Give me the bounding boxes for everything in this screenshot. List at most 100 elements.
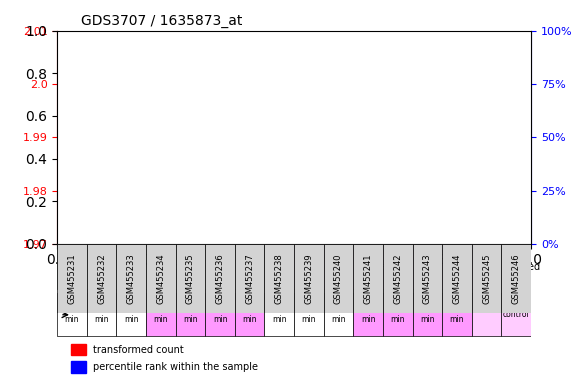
FancyBboxPatch shape — [324, 244, 353, 313]
FancyBboxPatch shape — [235, 244, 264, 313]
Bar — [124, 84, 139, 244]
Bar — [94, 121, 109, 244]
FancyBboxPatch shape — [501, 244, 531, 313]
FancyBboxPatch shape — [294, 244, 324, 313]
Text: humidified air: humidified air — [127, 262, 195, 272]
Text: GSM455237: GSM455237 — [245, 253, 254, 304]
Bar — [361, 238, 376, 244]
Bar — [183, 52, 198, 244]
FancyBboxPatch shape — [205, 244, 235, 313]
Bar — [71, 361, 86, 372]
Bar — [242, 238, 257, 244]
FancyBboxPatch shape — [294, 293, 324, 336]
Bar — [154, 121, 168, 244]
FancyBboxPatch shape — [205, 293, 235, 336]
FancyBboxPatch shape — [57, 244, 87, 313]
Text: 30
min: 30 min — [272, 305, 287, 324]
Text: 120
min: 120 min — [154, 305, 168, 324]
Text: 150
min: 150 min — [183, 305, 198, 324]
FancyBboxPatch shape — [87, 244, 116, 313]
Text: 120
min: 120 min — [361, 305, 375, 324]
FancyBboxPatch shape — [146, 293, 176, 336]
FancyBboxPatch shape — [472, 293, 501, 336]
FancyBboxPatch shape — [442, 244, 472, 313]
FancyBboxPatch shape — [87, 293, 116, 336]
Bar — [331, 63, 346, 244]
FancyBboxPatch shape — [146, 244, 176, 313]
Text: ethanol: ethanol — [364, 262, 401, 272]
Text: 240
min: 240 min — [450, 305, 464, 324]
Bar — [154, 238, 168, 244]
Text: GSM455240: GSM455240 — [334, 253, 343, 304]
Bar — [479, 63, 494, 244]
FancyBboxPatch shape — [176, 293, 205, 336]
Text: GSM455244: GSM455244 — [452, 253, 461, 304]
FancyBboxPatch shape — [264, 293, 294, 336]
FancyBboxPatch shape — [412, 293, 442, 336]
Text: transformed count: transformed count — [93, 345, 183, 355]
FancyBboxPatch shape — [264, 246, 501, 289]
Text: percentile rank within the sample: percentile rank within the sample — [93, 362, 258, 372]
Bar — [391, 238, 405, 244]
Text: GSM455245: GSM455245 — [482, 253, 491, 304]
Text: 60
min: 60 min — [94, 305, 109, 324]
Text: 90
min: 90 min — [124, 305, 138, 324]
Bar — [331, 238, 346, 244]
Text: GSM455236: GSM455236 — [215, 253, 224, 304]
FancyBboxPatch shape — [324, 293, 353, 336]
Bar — [272, 238, 287, 244]
Text: GSM455233: GSM455233 — [127, 253, 136, 304]
Text: 90
min: 90 min — [331, 305, 346, 324]
Text: time: time — [59, 300, 81, 310]
FancyBboxPatch shape — [442, 293, 472, 336]
Bar — [301, 238, 316, 244]
Text: 150
min: 150 min — [391, 305, 405, 324]
FancyBboxPatch shape — [116, 244, 146, 313]
Text: 30
min: 30 min — [65, 305, 79, 324]
FancyBboxPatch shape — [235, 293, 264, 336]
Text: 60
min: 60 min — [301, 305, 316, 324]
Bar — [272, 57, 287, 244]
Bar — [479, 238, 494, 244]
FancyBboxPatch shape — [501, 293, 531, 336]
Bar — [242, 164, 257, 244]
Text: untreated: untreated — [492, 262, 540, 272]
Bar — [124, 238, 139, 244]
Bar — [212, 57, 227, 244]
Bar — [71, 344, 86, 356]
FancyBboxPatch shape — [412, 244, 442, 313]
Text: control: control — [503, 310, 529, 319]
FancyBboxPatch shape — [57, 293, 87, 336]
Text: GSM455241: GSM455241 — [364, 253, 373, 304]
FancyBboxPatch shape — [176, 244, 205, 313]
Bar — [212, 238, 227, 244]
Text: 210
min: 210 min — [213, 305, 227, 324]
Bar — [420, 238, 435, 244]
Bar — [420, 52, 435, 244]
Text: GSM455238: GSM455238 — [275, 253, 284, 304]
Bar — [361, 105, 376, 244]
Bar — [65, 31, 79, 244]
Text: GDS3707 / 1635873_at: GDS3707 / 1635873_at — [81, 14, 242, 28]
Text: GSM455242: GSM455242 — [393, 253, 402, 304]
Bar — [449, 238, 464, 244]
FancyBboxPatch shape — [353, 293, 383, 336]
Text: GSM455235: GSM455235 — [186, 253, 195, 304]
Bar — [65, 238, 79, 244]
Text: GSM455234: GSM455234 — [156, 253, 165, 304]
Text: 240
min: 240 min — [242, 305, 257, 324]
FancyBboxPatch shape — [57, 246, 264, 289]
Text: agent: agent — [59, 253, 87, 263]
Bar — [183, 238, 198, 244]
Text: GSM455232: GSM455232 — [97, 253, 106, 304]
Bar — [94, 238, 109, 244]
FancyBboxPatch shape — [501, 246, 531, 289]
Bar — [509, 238, 524, 244]
Bar — [391, 121, 405, 244]
Text: GSM455243: GSM455243 — [423, 253, 432, 304]
FancyBboxPatch shape — [264, 244, 294, 313]
Bar — [301, 121, 316, 244]
FancyBboxPatch shape — [116, 293, 146, 336]
Text: GSM455246: GSM455246 — [512, 253, 521, 304]
Bar — [449, 196, 464, 244]
